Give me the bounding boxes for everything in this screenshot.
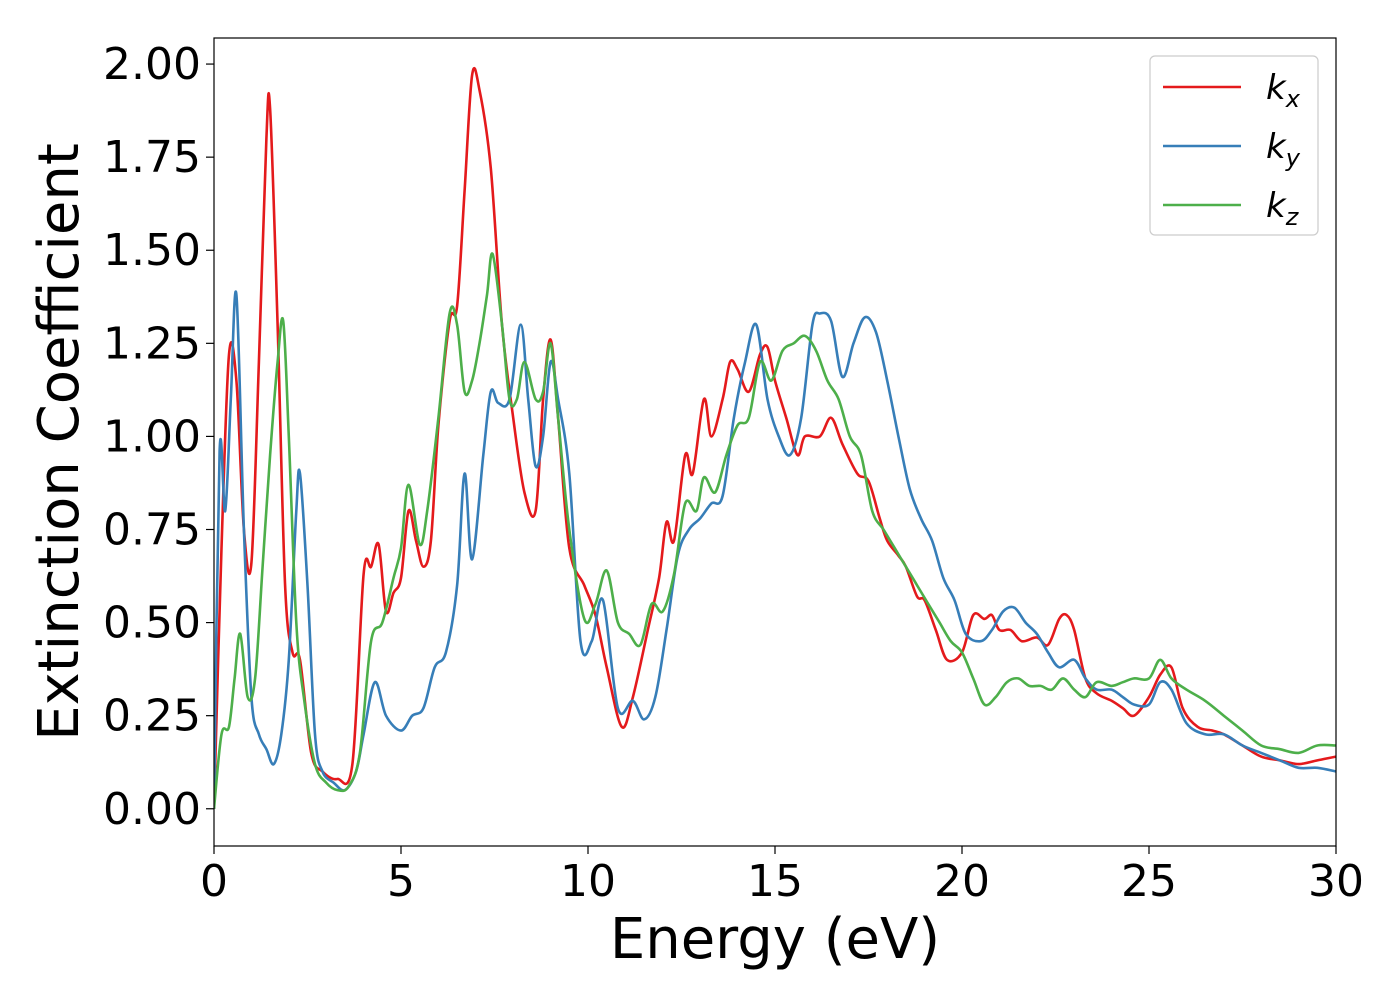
series-line-kx [214, 67, 1336, 809]
y-tick-label: 0.00 [103, 784, 201, 835]
x-tick-label: 30 [1308, 856, 1364, 907]
x-axis-label: Energy (eV) [610, 907, 940, 972]
y-tick-label: 1.75 [103, 132, 201, 183]
series-line-kz [214, 252, 1336, 809]
legend-label-ky: ky [1266, 127, 1301, 172]
y-tick-label: 0.75 [103, 505, 201, 556]
y-tick-label: 1.50 [103, 225, 201, 276]
x-tick-label: 15 [747, 856, 803, 907]
series-line-ky [214, 290, 1336, 809]
legend-label-kz: kz [1266, 186, 1300, 231]
y-tick-label: 2.00 [103, 39, 201, 90]
y-tick-label: 0.50 [103, 598, 201, 649]
y-tick-label: 1.25 [103, 318, 201, 369]
y-axis-label: Extinction Coefficient [27, 143, 92, 741]
y-tick-label: 1.00 [103, 411, 201, 462]
legend-label-kx: kx [1266, 68, 1301, 113]
x-tick-label: 10 [560, 856, 616, 907]
y-tick-label: 0.25 [103, 691, 201, 742]
x-tick-label: 25 [1121, 856, 1177, 907]
x-axis-ticks: 0 5 10 15 20 25 30 [200, 846, 1364, 907]
legend: kx ky kz [1149, 55, 1319, 236]
y-axis-ticks: 0.00 0.25 0.50 0.75 1.00 1.25 1.50 1.75 2.00 [103, 39, 214, 835]
x-tick-label: 5 [387, 856, 415, 907]
x-tick-label: 20 [934, 856, 990, 907]
x-tick-label: 0 [200, 856, 228, 907]
series-layer [214, 67, 1336, 809]
